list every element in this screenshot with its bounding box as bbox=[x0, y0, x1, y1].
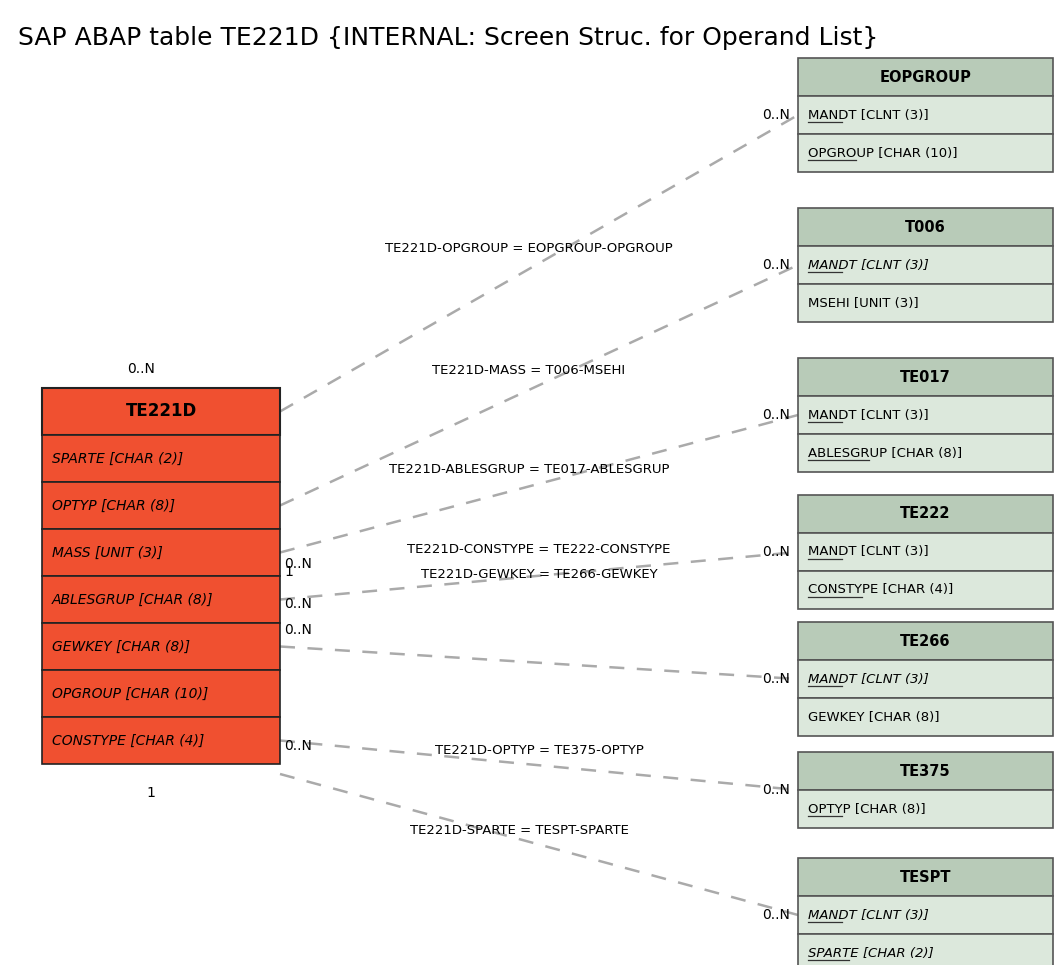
Text: 1: 1 bbox=[146, 786, 156, 800]
Text: 0..N: 0..N bbox=[284, 738, 312, 753]
Text: CONSTYPE [CHAR (4)]: CONSTYPE [CHAR (4)] bbox=[808, 584, 953, 596]
Text: OPGROUP [CHAR (10)]: OPGROUP [CHAR (10)] bbox=[52, 686, 208, 701]
FancyBboxPatch shape bbox=[798, 208, 1053, 246]
Text: 0..N: 0..N bbox=[284, 622, 312, 637]
Text: MASS [UNIT (3)]: MASS [UNIT (3)] bbox=[52, 545, 162, 560]
Text: MANDT [CLNT (3)]: MANDT [CLNT (3)] bbox=[808, 259, 928, 271]
FancyBboxPatch shape bbox=[42, 576, 280, 623]
FancyBboxPatch shape bbox=[798, 790, 1053, 828]
FancyBboxPatch shape bbox=[798, 622, 1053, 660]
FancyBboxPatch shape bbox=[798, 396, 1053, 434]
Text: 0..N: 0..N bbox=[762, 408, 790, 422]
FancyBboxPatch shape bbox=[798, 134, 1053, 172]
Text: MSEHI [UNIT (3)]: MSEHI [UNIT (3)] bbox=[808, 296, 919, 310]
Text: EOPGROUP: EOPGROUP bbox=[880, 69, 972, 85]
Text: TE221D-GEWKEY = TE266-GEWKEY: TE221D-GEWKEY = TE266-GEWKEY bbox=[421, 567, 658, 581]
FancyBboxPatch shape bbox=[798, 284, 1053, 322]
FancyBboxPatch shape bbox=[798, 246, 1053, 284]
Text: 0..N: 0..N bbox=[762, 258, 790, 272]
FancyBboxPatch shape bbox=[798, 358, 1053, 396]
Text: 0..N: 0..N bbox=[762, 783, 790, 797]
Text: 0..N: 0..N bbox=[284, 596, 312, 611]
FancyBboxPatch shape bbox=[798, 934, 1053, 965]
FancyBboxPatch shape bbox=[798, 533, 1053, 571]
FancyBboxPatch shape bbox=[42, 670, 280, 717]
Text: 0..N: 0..N bbox=[762, 545, 790, 559]
Text: 0..N: 0..N bbox=[762, 908, 790, 922]
Text: TE221D: TE221D bbox=[125, 402, 196, 421]
Text: MANDT [CLNT (3)]: MANDT [CLNT (3)] bbox=[808, 108, 928, 122]
Text: TE221D-SPARTE = TESPT-SPARTE: TE221D-SPARTE = TESPT-SPARTE bbox=[410, 823, 628, 837]
Text: T006: T006 bbox=[905, 219, 945, 234]
Text: TE266: TE266 bbox=[900, 633, 951, 648]
Text: GEWKEY [CHAR (8)]: GEWKEY [CHAR (8)] bbox=[808, 710, 939, 724]
Text: SAP ABAP table TE221D {INTERNAL: Screen Struc. for Operand List}: SAP ABAP table TE221D {INTERNAL: Screen … bbox=[18, 26, 879, 50]
Text: MANDT [CLNT (3)]: MANDT [CLNT (3)] bbox=[808, 545, 928, 559]
Text: TE221D-ABLESGRUP = TE017-ABLESGRUP: TE221D-ABLESGRUP = TE017-ABLESGRUP bbox=[388, 463, 669, 476]
FancyBboxPatch shape bbox=[798, 698, 1053, 736]
Text: TE221D-CONSTYPE = TE222-CONSTYPE: TE221D-CONSTYPE = TE222-CONSTYPE bbox=[407, 542, 671, 556]
FancyBboxPatch shape bbox=[42, 529, 280, 576]
Text: MANDT [CLNT (3)]: MANDT [CLNT (3)] bbox=[808, 908, 928, 922]
Text: 0..N: 0..N bbox=[127, 362, 155, 376]
Text: MANDT [CLNT (3)]: MANDT [CLNT (3)] bbox=[808, 673, 928, 685]
FancyBboxPatch shape bbox=[798, 495, 1053, 533]
Text: MANDT [CLNT (3)]: MANDT [CLNT (3)] bbox=[808, 408, 928, 422]
Text: ABLESGRUP [CHAR (8)]: ABLESGRUP [CHAR (8)] bbox=[808, 447, 962, 459]
Text: 0..N: 0..N bbox=[284, 558, 312, 571]
FancyBboxPatch shape bbox=[798, 752, 1053, 790]
FancyBboxPatch shape bbox=[798, 571, 1053, 609]
Text: SPARTE [CHAR (2)]: SPARTE [CHAR (2)] bbox=[52, 452, 184, 465]
Text: GEWKEY [CHAR (8)]: GEWKEY [CHAR (8)] bbox=[52, 640, 190, 653]
FancyBboxPatch shape bbox=[798, 434, 1053, 472]
FancyBboxPatch shape bbox=[798, 858, 1053, 896]
Text: 0..N: 0..N bbox=[762, 108, 790, 122]
FancyBboxPatch shape bbox=[42, 717, 280, 764]
Text: TE221D-MASS = T006-MSEHI: TE221D-MASS = T006-MSEHI bbox=[433, 364, 626, 377]
Text: CONSTYPE [CHAR (4)]: CONSTYPE [CHAR (4)] bbox=[52, 733, 205, 748]
Text: OPTYP [CHAR (8)]: OPTYP [CHAR (8)] bbox=[808, 803, 925, 815]
FancyBboxPatch shape bbox=[42, 623, 280, 670]
Text: ABLESGRUP [CHAR (8)]: ABLESGRUP [CHAR (8)] bbox=[52, 593, 213, 606]
Text: OPGROUP [CHAR (10)]: OPGROUP [CHAR (10)] bbox=[808, 147, 957, 159]
FancyBboxPatch shape bbox=[42, 482, 280, 529]
Text: 1: 1 bbox=[284, 565, 293, 578]
FancyBboxPatch shape bbox=[798, 96, 1053, 134]
Text: TE221D-OPGROUP = EOPGROUP-OPGROUP: TE221D-OPGROUP = EOPGROUP-OPGROUP bbox=[385, 242, 673, 256]
FancyBboxPatch shape bbox=[798, 896, 1053, 934]
Text: TE222: TE222 bbox=[900, 507, 951, 521]
Text: SPARTE [CHAR (2)]: SPARTE [CHAR (2)] bbox=[808, 947, 934, 959]
Text: 0..N: 0..N bbox=[762, 672, 790, 686]
Text: TE221D-OPTYP = TE375-OPTYP: TE221D-OPTYP = TE375-OPTYP bbox=[435, 744, 643, 758]
FancyBboxPatch shape bbox=[42, 435, 280, 482]
Text: OPTYP [CHAR (8)]: OPTYP [CHAR (8)] bbox=[52, 499, 175, 512]
Text: TE017: TE017 bbox=[900, 370, 951, 384]
Text: TE375: TE375 bbox=[900, 763, 951, 779]
FancyBboxPatch shape bbox=[798, 58, 1053, 96]
FancyBboxPatch shape bbox=[42, 388, 280, 435]
FancyBboxPatch shape bbox=[798, 660, 1053, 698]
Text: TESPT: TESPT bbox=[900, 869, 952, 885]
